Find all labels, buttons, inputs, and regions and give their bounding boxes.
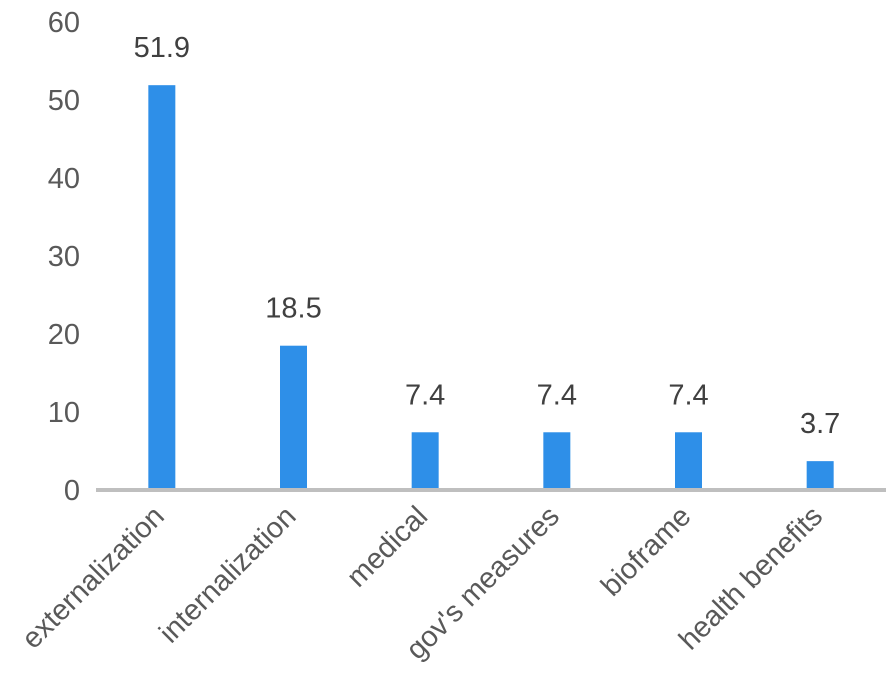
- data-label: 51.9: [134, 32, 190, 64]
- bars: [148, 85, 834, 491]
- data-label: 3.7: [800, 408, 840, 440]
- category-label: bioframe: [595, 500, 697, 602]
- bar: [675, 432, 702, 490]
- data-label: 7.4: [668, 379, 708, 411]
- y-tick-label: 0: [64, 475, 80, 507]
- bar: [806, 461, 834, 490]
- bar: [543, 432, 571, 490]
- y-tick-label: 20: [48, 319, 80, 351]
- y-tick-label: 50: [48, 85, 80, 117]
- y-tick-label: 40: [48, 163, 80, 195]
- category-label: internalization: [153, 500, 302, 649]
- data-label: 18.5: [265, 293, 321, 325]
- category-label: medical: [341, 500, 434, 593]
- bar: [148, 85, 176, 491]
- y-tick-label: 60: [48, 7, 80, 39]
- y-tick-label: 30: [48, 241, 80, 273]
- data-label: 7.4: [405, 379, 445, 411]
- category-label: externalization: [16, 500, 171, 655]
- y-axis-ticks: 0 10 20 30 40 50 60: [48, 7, 80, 507]
- y-tick-label: 10: [48, 397, 80, 429]
- data-label: 7.4: [537, 379, 577, 411]
- bar: [280, 345, 307, 490]
- data-labels: 51.9 18.5 7.4 7.4 7.4 3.7: [134, 32, 841, 440]
- bar: [411, 432, 439, 490]
